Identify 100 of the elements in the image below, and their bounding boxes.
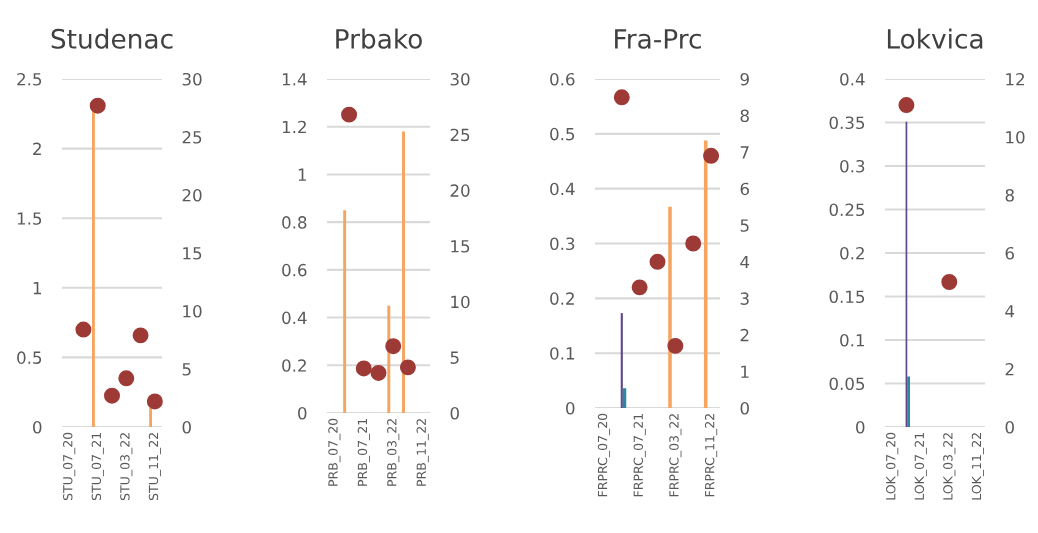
y-tick-label: 0 (298, 406, 307, 420)
y-tick-label: 0.5 (17, 351, 42, 364)
x-tick-label: PRB_07_21 (357, 419, 370, 486)
point (613, 89, 630, 106)
y2-tick-label: 1 (741, 365, 749, 378)
x-tick-label: STU_03_22 (120, 433, 133, 501)
point (104, 387, 120, 404)
y-tick-label: 0.2 (282, 359, 306, 372)
y-tick-label: 0 (566, 401, 575, 415)
y-tick-label: 0.2 (550, 292, 574, 305)
bar (668, 206, 672, 408)
x-tick-label: LOK_11_22 (971, 433, 984, 500)
bar (620, 313, 623, 408)
y-tick-label: 0.15 (829, 290, 865, 304)
chart-title: Studenac (51, 28, 173, 49)
y-tick-label: 0.5 (550, 127, 575, 141)
y2-tick-label: 4 (740, 255, 750, 269)
chart-title: Lokvica (887, 28, 983, 49)
point (667, 337, 684, 354)
x-tick-label: FRPRC_07_21 (633, 414, 646, 497)
y-tick-label: 0.3 (550, 237, 575, 251)
y-tick-label: 0.1 (840, 333, 865, 347)
x-tick-label: PRB_11_22 (416, 419, 429, 486)
chart-title: Fra-Prc (615, 29, 701, 49)
y2-tick-label: 20 (450, 184, 470, 197)
y2-tick-label: 6 (1005, 246, 1014, 260)
y2-tick-label: 2 (740, 328, 749, 342)
y-tick-label: 0.4 (840, 72, 865, 86)
y2-tick-label: 8 (740, 109, 749, 123)
y2-tick-label: 10 (1006, 130, 1025, 144)
point (132, 327, 149, 344)
y2-tick-label: 3 (740, 292, 749, 305)
y2-tick-label: 30 (450, 72, 470, 86)
y-tick-label: 0.05 (829, 377, 865, 391)
y2-tick-label: 4 (1005, 305, 1015, 318)
y2-tick-label: 0 (1005, 420, 1014, 434)
y2-tick-label: 5 (450, 351, 459, 364)
point (146, 393, 163, 410)
point (89, 97, 106, 114)
y2-tick-label: 5 (182, 363, 191, 376)
point (399, 359, 416, 376)
y2-tick-label: 7 (740, 146, 749, 159)
y-tick-label: 1.4 (282, 73, 307, 86)
x-tick-label: FRPRC_11_22 (704, 414, 718, 497)
y2-tick-label: 8 (1005, 188, 1014, 202)
y-tick-label: 0.1 (550, 347, 575, 360)
y-tick-label: 0.4 (282, 311, 307, 325)
y-tick-label: 0.35 (829, 116, 865, 130)
point (631, 279, 648, 296)
bar (343, 210, 347, 413)
y-tick-label: 2 (33, 142, 41, 155)
y-tick-label: 0.4 (550, 182, 575, 196)
y2-tick-label: 25 (450, 128, 470, 142)
y2-tick-label: 10 (183, 304, 202, 318)
x-tick-label: FRPRC_03_22 (669, 414, 682, 497)
x-tick-label: STU_07_20 (63, 432, 76, 501)
point (75, 321, 92, 338)
y2-tick-label: 6 (740, 182, 749, 196)
x-tick-label: FRPRC_07_20 (597, 413, 611, 497)
point (385, 338, 402, 355)
y2-tick-label: 30 (182, 72, 202, 86)
point (703, 147, 720, 164)
x-tick-label: LOK_07_20 (886, 432, 899, 500)
point (370, 364, 387, 381)
x-tick-label: LOK_03_22 (943, 433, 956, 500)
x-tick-label: STU_07_21 (91, 433, 104, 501)
point (649, 253, 666, 270)
x-tick-label: STU_11_22 (148, 433, 161, 501)
x-tick-label: PRB_07_20 (328, 418, 341, 486)
y2-tick-label: 12 (1006, 72, 1024, 86)
y-tick-label: 0.6 (550, 72, 575, 86)
y-tick-label: 2.5 (17, 72, 42, 86)
point (355, 360, 372, 377)
y2-tick-label: 25 (182, 130, 202, 144)
y2-tick-label: 0 (182, 420, 191, 434)
y-tick-label: 0 (33, 420, 42, 434)
y-tick-label: 0.2 (840, 246, 864, 260)
y-tick-label: 0.6 (282, 263, 307, 277)
y-tick-label: 1.2 (282, 120, 306, 134)
point (118, 370, 135, 387)
y2-tick-label: 0 (740, 401, 749, 415)
y2-tick-label: 2 (1005, 362, 1014, 376)
point (341, 106, 358, 123)
y-tick-label: 1 (33, 281, 42, 295)
y-tick-label: 0.8 (282, 216, 307, 229)
y-tick-label: 0 (856, 420, 865, 434)
y-tick-label: 0.25 (829, 203, 865, 217)
y2-tick-label: 15 (451, 240, 470, 253)
y-tick-label: 1.5 (17, 212, 42, 225)
point (685, 235, 702, 252)
chart-title: Prbako (336, 28, 422, 49)
y2-tick-label: 20 (182, 188, 202, 202)
y2-tick-label: 5 (740, 219, 749, 232)
x-tick-label: LOK_07_21 (914, 433, 927, 500)
y2-tick-label: 9 (740, 72, 749, 86)
y2-tick-label: 15 (183, 247, 202, 260)
bar (402, 131, 405, 413)
y2-tick-label: 10 (451, 295, 470, 309)
y-tick-label: 1 (298, 168, 307, 181)
y-tick-label: 0.3 (840, 159, 865, 173)
